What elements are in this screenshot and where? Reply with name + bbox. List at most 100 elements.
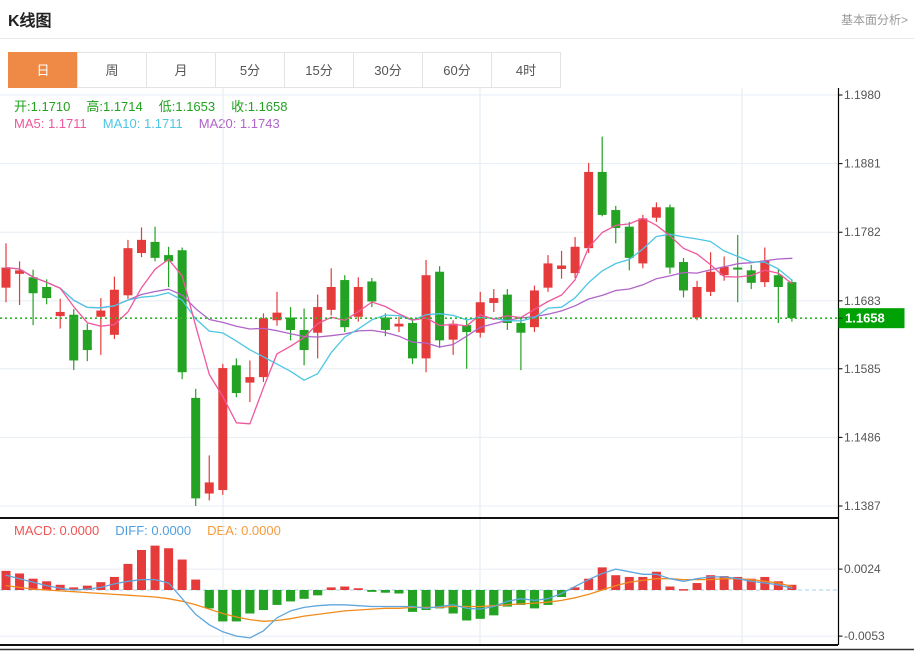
macd-bar: [638, 576, 648, 590]
y-tick-label: 1.1683: [844, 294, 881, 308]
macd-bar: [408, 590, 417, 612]
candle-body: [760, 260, 770, 283]
candle-body: [651, 207, 661, 218]
candle-body: [692, 286, 702, 318]
macd-bar: [137, 549, 146, 590]
macd-bar: [787, 584, 797, 590]
macd-bar: [258, 590, 268, 611]
candle-body: [353, 286, 363, 317]
ohlc-legend-item-1: 高:1.1714: [86, 99, 143, 114]
candle-body: [516, 323, 526, 333]
macd-bar: [380, 590, 390, 593]
dea-line: [5, 578, 793, 622]
candle-body: [408, 323, 417, 359]
macd-bar: [55, 584, 65, 590]
candle-body: [164, 255, 174, 262]
candle-body: [231, 365, 241, 394]
candle-body: [286, 317, 296, 330]
tab-7[interactable]: 4时: [491, 52, 561, 88]
macd-bar: [746, 578, 756, 590]
fundamental-analysis-link[interactable]: 基本面分析>: [840, 13, 908, 27]
macd-bar: [123, 563, 133, 590]
candle-body: [42, 286, 52, 299]
candle-body: [150, 241, 160, 258]
candle-body: [15, 270, 25, 274]
macd-bar: [245, 590, 255, 614]
macd-tick-label: -0.0053: [844, 629, 885, 643]
macd-bar: [218, 590, 228, 622]
macd-bar: [597, 567, 607, 590]
tab-2[interactable]: 月: [146, 52, 216, 88]
y-tick-label: 1.1881: [844, 157, 881, 171]
macd-legend: MACD: 0.0000 DIFF: 0.0000 DEA: 0.0000: [14, 523, 297, 538]
macd-bar: [584, 578, 594, 590]
candle-body: [733, 267, 743, 270]
macd-bar: [177, 559, 187, 590]
header-divider: [0, 38, 914, 39]
macd-bar: [611, 575, 621, 590]
macd-bar: [96, 582, 106, 590]
candle-body: [380, 317, 390, 330]
candle-body: [665, 207, 675, 268]
candle-body: [597, 171, 607, 215]
macd-bar: [421, 590, 431, 611]
macd-bar: [353, 588, 363, 590]
y-tick-label: 1.1387: [844, 499, 881, 513]
tab-0[interactable]: 日: [8, 52, 78, 88]
y-tick-label: 1.1585: [844, 362, 881, 376]
candle-body: [69, 314, 79, 361]
candle-body: [773, 275, 783, 287]
candle-body: [706, 271, 716, 292]
candle-body: [584, 171, 594, 249]
tab-3[interactable]: 5分: [215, 52, 285, 88]
candle-body: [340, 280, 350, 328]
candle-body: [611, 210, 621, 229]
macd-bar: [313, 590, 323, 596]
candle-body: [557, 265, 567, 269]
tab-4[interactable]: 15分: [284, 52, 354, 88]
candle-body: [177, 250, 187, 373]
tab-6[interactable]: 60分: [422, 52, 492, 88]
candle-body: [421, 275, 431, 359]
candle-body: [55, 311, 65, 317]
candle-body: [28, 277, 38, 294]
candle-body: [204, 482, 214, 494]
ohlc-legend: 开:1.1710 高:1.1714 低:1.1653 收:1.1658: [14, 96, 304, 115]
ma-legend-item-1: MA10: 1.1711: [102, 116, 183, 131]
candle-body: [272, 312, 282, 321]
macd-legend-item-0: MACD: 0.0000: [14, 523, 100, 538]
macd-bar: [706, 575, 716, 590]
macd-bar: [15, 573, 25, 590]
ma-legend: MA5: 1.1711 MA10: 1.1711 MA20: 1.1743: [14, 116, 296, 131]
macd-bar: [394, 590, 404, 594]
macd-bar: [340, 586, 350, 590]
macd-bar: [272, 590, 282, 605]
ohlc-legend-item-2: 低:1.1653: [158, 99, 216, 114]
candle-body: [435, 271, 445, 341]
macd-bar: [69, 587, 79, 590]
last-price-tag-label: 1.1658: [845, 311, 885, 326]
macd-bar: [82, 585, 92, 590]
candle-body: [489, 298, 499, 303]
candle-body: [367, 281, 377, 302]
tab-1[interactable]: 周: [77, 52, 147, 88]
macd-bar: [286, 590, 296, 602]
macd-bar: [543, 590, 553, 605]
macd-bar: [448, 590, 458, 614]
macd-bar: [28, 578, 38, 590]
y-tick-label: 1.1486: [844, 430, 881, 444]
macd-bar: [150, 545, 160, 590]
macd-bar: [570, 587, 580, 590]
tab-5[interactable]: 30分: [353, 52, 423, 88]
candle-body: [394, 323, 404, 327]
candle-body: [82, 329, 92, 351]
macd-bar: [164, 548, 174, 590]
macd-bar: [489, 590, 499, 616]
macd-bar: [529, 590, 539, 609]
candle-body: [137, 239, 146, 254]
y-tick-label: 1.1782: [844, 225, 881, 239]
macd-bar: [462, 590, 472, 621]
macd-bar: [191, 579, 201, 590]
